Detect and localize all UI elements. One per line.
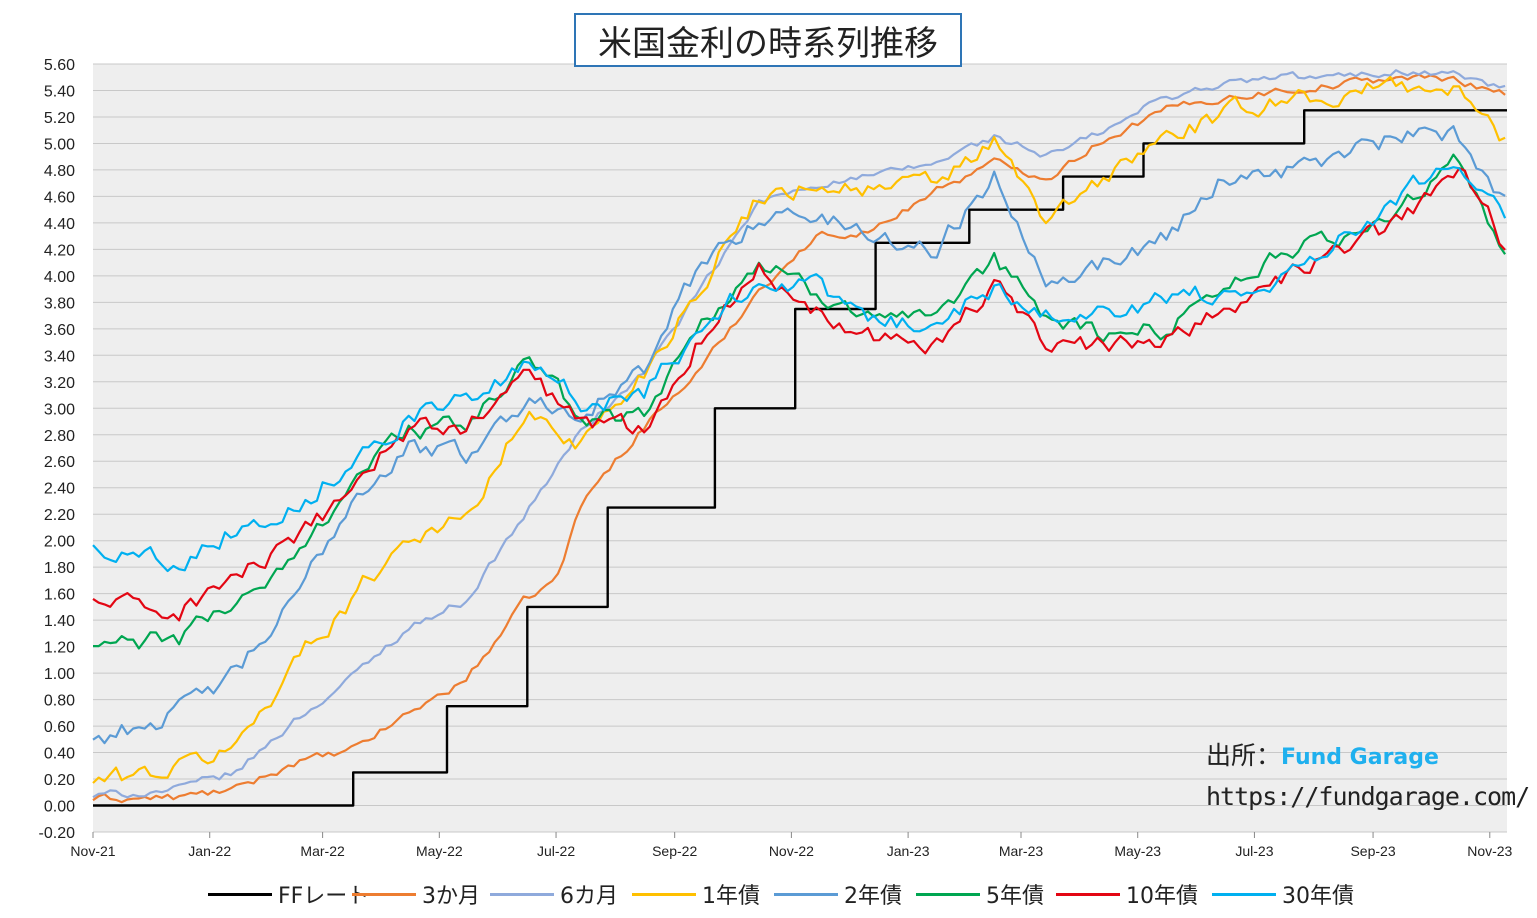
- series-line-3: [92, 69, 1506, 799]
- y-tick-label: 1.80: [44, 560, 75, 577]
- y-tick-label: 2.20: [44, 507, 75, 524]
- y-tick-label: 5.60: [44, 57, 75, 74]
- y-tick-label: 3.00: [44, 401, 75, 418]
- y-tick-label: 4.40: [44, 216, 75, 233]
- y-tick-label: 2.00: [44, 534, 75, 551]
- y-tick-label: 0.20: [44, 772, 75, 789]
- legend-swatch: [916, 892, 980, 896]
- legend-label: 1年債: [702, 884, 760, 909]
- y-tick-label: 4.80: [44, 163, 75, 180]
- chart-legend: FFレート 3か月 6カ月 1年債 2年債 5年債 10年債 30年債: [0, 876, 1537, 912]
- legend-label: FFレート: [278, 884, 370, 909]
- legend-label: 30年債: [1282, 884, 1354, 909]
- series-line-2: [92, 73, 1506, 804]
- x-tick-label: Nov-23: [1467, 843, 1512, 859]
- y-tick-label: 1.40: [44, 613, 75, 630]
- y-tick-label: 5.40: [44, 83, 75, 100]
- series-line-1: [93, 109, 1507, 807]
- legend-item: 10年債: [1056, 876, 1198, 912]
- x-tick-label: Jul-23: [1235, 843, 1273, 859]
- y-tick-label: 2.80: [44, 428, 75, 445]
- x-tick-label: Mar-22: [300, 843, 345, 859]
- legend-swatch: [208, 892, 272, 896]
- y-tick-label: 0.60: [44, 719, 75, 736]
- y-tick-label: 0.80: [44, 693, 75, 710]
- y-tick-label: 1.60: [44, 587, 75, 604]
- y-tick-label: 5.00: [44, 136, 75, 153]
- x-tick-label: Sep-23: [1350, 843, 1395, 859]
- legend-label: 3か月: [422, 884, 480, 909]
- legend-item: 3か月: [352, 876, 480, 912]
- x-tick-label: Mar-23: [999, 843, 1044, 859]
- source-label: 出所：Fund Garage: [1206, 736, 1439, 772]
- legend-item: 30年債: [1212, 876, 1354, 912]
- y-tick-label: 3.40: [44, 348, 75, 365]
- series-line-4: [92, 75, 1506, 784]
- y-tick-label: 5.20: [44, 110, 75, 127]
- y-tick-label: 4.20: [44, 242, 75, 259]
- source-brand: Fund Garage: [1281, 745, 1439, 770]
- y-tick-label: 1.20: [44, 640, 75, 657]
- legend-item: FFレート: [208, 876, 369, 912]
- y-tick-label: 0.00: [44, 799, 75, 816]
- legend-label: 6カ月: [560, 884, 618, 909]
- y-tick-label: 4.60: [44, 189, 75, 206]
- plot-area: [93, 64, 1507, 832]
- y-tick-label: -0.20: [39, 825, 76, 842]
- chart-title: 米国金利の時系列推移: [574, 13, 962, 67]
- legend-swatch: [632, 892, 696, 896]
- x-tick-label: Jul-22: [537, 843, 575, 859]
- y-tick-label: 3.60: [44, 322, 75, 339]
- legend-swatch: [1056, 892, 1120, 896]
- x-tick-label: May-23: [1114, 843, 1161, 859]
- series-line-6: [93, 153, 1507, 650]
- legend-swatch: [1212, 892, 1276, 896]
- x-tick-label: Jan-22: [188, 843, 231, 859]
- series-line-7: [92, 167, 1506, 622]
- source-url: https://fundgarage.com/: [1206, 782, 1530, 811]
- x-tick-label: Nov-22: [769, 843, 814, 859]
- legend-swatch: [352, 892, 416, 896]
- x-tick-label: Sep-22: [652, 843, 697, 859]
- legend-swatch: [774, 892, 838, 896]
- legend-item: 6カ月: [490, 876, 618, 912]
- x-tick-label: May-22: [416, 843, 463, 859]
- y-tick-label: 3.80: [44, 295, 75, 312]
- legend-item: 2年債: [774, 876, 902, 912]
- series-line-5: [92, 125, 1506, 745]
- y-tick-label: 2.60: [44, 454, 75, 471]
- y-tick-label: 0.40: [44, 746, 75, 763]
- y-tick-label: 4.00: [44, 269, 75, 286]
- source-prefix: 出所：: [1206, 741, 1282, 770]
- legend-label: 5年債: [986, 884, 1044, 909]
- y-tick-label: 3.20: [44, 375, 75, 392]
- legend-item: 1年債: [632, 876, 760, 912]
- y-tick-label: 2.40: [44, 481, 75, 498]
- series-line-8: [92, 166, 1507, 573]
- legend-label: 10年債: [1126, 884, 1198, 909]
- legend-item: 5年債: [916, 876, 1044, 912]
- y-tick-label: 1.00: [44, 666, 75, 683]
- x-tick-label: Jan-23: [887, 843, 930, 859]
- x-tick-label: Nov-21: [70, 843, 115, 859]
- legend-swatch: [490, 892, 554, 896]
- legend-label: 2年債: [844, 884, 902, 909]
